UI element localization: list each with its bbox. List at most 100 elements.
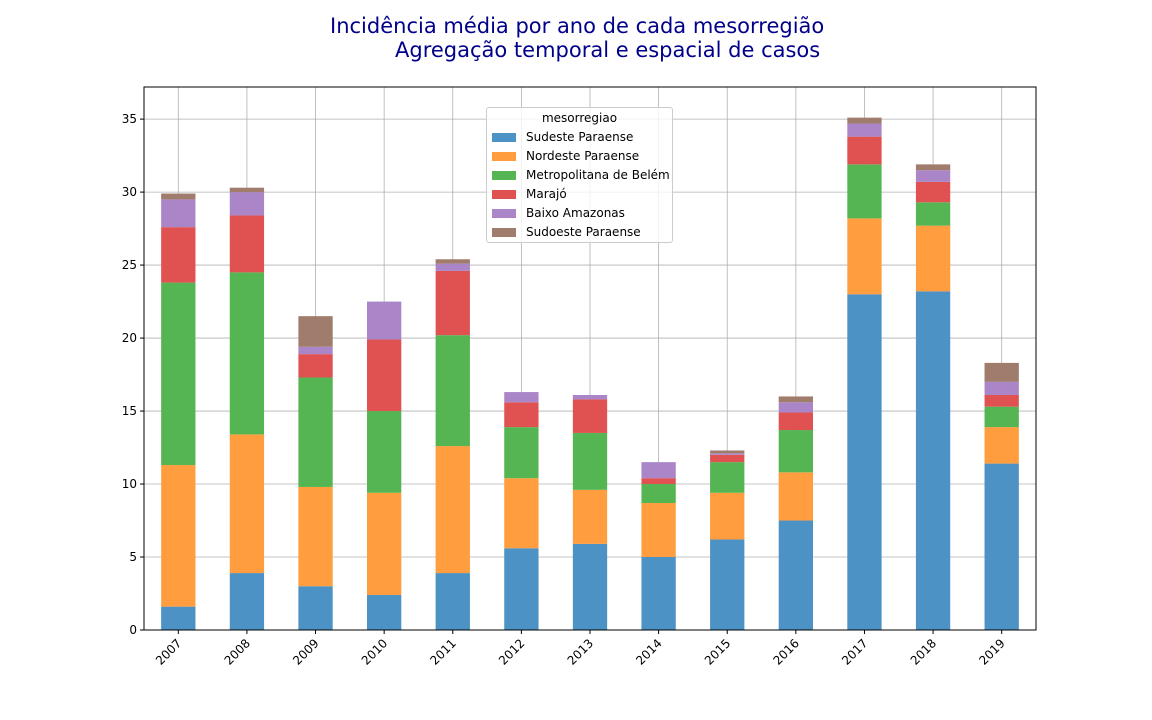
bar-segment — [778, 472, 813, 521]
bar-segment — [298, 346, 333, 355]
bar-segment — [504, 392, 539, 403]
bar-segment — [229, 187, 265, 193]
legend-item: Sudoeste Paraense — [492, 224, 641, 240]
bar-segment — [435, 335, 470, 447]
bar-segment — [778, 396, 813, 403]
bar-segment — [915, 225, 951, 292]
bar-segment — [915, 181, 951, 203]
y-tick-label: 30 — [122, 185, 137, 199]
bar-segment — [710, 454, 745, 463]
legend-label: Metropolitana de Belém — [526, 168, 670, 182]
legend-swatch — [492, 227, 516, 237]
x-tick-label: 2013 — [565, 636, 596, 667]
bar-segment — [298, 486, 333, 587]
bar-segment — [298, 377, 333, 487]
bar-segment — [641, 462, 676, 479]
bar-segment — [161, 227, 196, 283]
y-tick-label: 20 — [122, 331, 137, 345]
bar-segment — [710, 539, 745, 630]
bar-segment — [161, 606, 196, 630]
bar-segment — [847, 164, 882, 219]
bar-segment — [915, 170, 951, 182]
legend-swatch — [492, 170, 516, 180]
bar-segment — [229, 573, 265, 630]
bar-segment — [847, 136, 882, 165]
x-tick-label: 2018 — [908, 636, 939, 667]
legend-label: Sudeste Paraense — [526, 130, 634, 144]
bar-segment — [847, 117, 882, 124]
y-tick-label: 15 — [122, 404, 137, 418]
bar-segment — [710, 450, 745, 454]
bar-segment — [710, 462, 745, 493]
bar-segment — [435, 259, 470, 264]
bar-segment — [984, 381, 1019, 395]
bar-segment — [710, 492, 745, 540]
y-tick-label: 5 — [129, 550, 137, 564]
bar-segment — [504, 402, 539, 428]
bar-segment — [915, 202, 951, 226]
bar-segment — [915, 291, 951, 630]
x-tick-label: 2012 — [496, 636, 527, 667]
bar-segment — [298, 316, 333, 347]
bar-segment — [161, 465, 196, 607]
bar-segment — [641, 484, 676, 504]
y-tick-label: 25 — [122, 258, 137, 272]
bar-segment — [435, 573, 470, 630]
legend-swatch — [492, 132, 516, 142]
x-tick-label: 2009 — [290, 636, 321, 667]
x-tick-label: 2011 — [427, 636, 458, 667]
legend-label: Marajó — [526, 187, 567, 201]
bar-segment — [504, 427, 539, 479]
bar-segment — [641, 478, 676, 485]
bar-segment — [504, 478, 539, 549]
bar-segment — [367, 301, 402, 340]
bar-segment — [229, 192, 265, 216]
bar-segment — [367, 411, 402, 493]
bar-segment — [778, 520, 813, 630]
bar-segment — [572, 432, 608, 490]
chart-title-line-2: Agregação temporal e espacial de casos — [395, 38, 821, 62]
bar-segment — [572, 543, 608, 630]
bar-segment — [641, 503, 676, 558]
bar-segment — [710, 453, 745, 455]
legend-title: mesorregiao — [541, 111, 618, 125]
bar-segment — [229, 272, 265, 435]
bar-segment — [435, 270, 470, 336]
legend-swatch — [492, 151, 516, 161]
legend-swatch — [492, 189, 516, 199]
legend-item: Metropolitana de Belém — [492, 167, 670, 183]
bar-segment — [572, 489, 608, 544]
bar-segment — [161, 193, 196, 200]
x-tick-label: 2017 — [839, 636, 870, 667]
bar-segment — [298, 354, 333, 378]
legend-item: Nordeste Paraense — [492, 148, 639, 164]
bar-segment — [984, 406, 1019, 428]
bar-segment — [367, 492, 402, 595]
legend-item: Sudeste Paraense — [492, 129, 633, 145]
bar-segment — [778, 412, 813, 431]
legend-swatch — [492, 208, 516, 218]
legend-item: Marajó — [492, 186, 567, 202]
legend-label: Nordeste Paraense — [526, 149, 640, 163]
bar-segment — [572, 399, 608, 433]
x-tick-label: 2014 — [633, 636, 664, 667]
bar-segment — [984, 362, 1019, 382]
bar-segment — [984, 427, 1019, 464]
bar-segment — [367, 594, 402, 630]
bar-segment — [504, 548, 539, 630]
bar-segment — [161, 199, 196, 228]
legend-label: Sudoeste Paraense — [526, 225, 641, 239]
bar-segment — [778, 402, 813, 413]
x-tick-label: 2015 — [702, 636, 733, 667]
bar-segment — [229, 434, 265, 574]
x-tick-label: 2016 — [770, 636, 801, 667]
bar-layer — [161, 117, 1019, 630]
x-tick-label: 2010 — [359, 636, 390, 667]
bar-segment — [847, 294, 882, 630]
bar-segment — [298, 586, 333, 630]
legend: mesorregiao Sudeste Paraense Nordeste Par… — [486, 107, 673, 243]
chart-title-line-1: Incidência média por ano de cada mesorre… — [330, 14, 825, 38]
bar-segment — [572, 394, 608, 400]
legend-label: Baixo Amazonas — [526, 206, 625, 220]
